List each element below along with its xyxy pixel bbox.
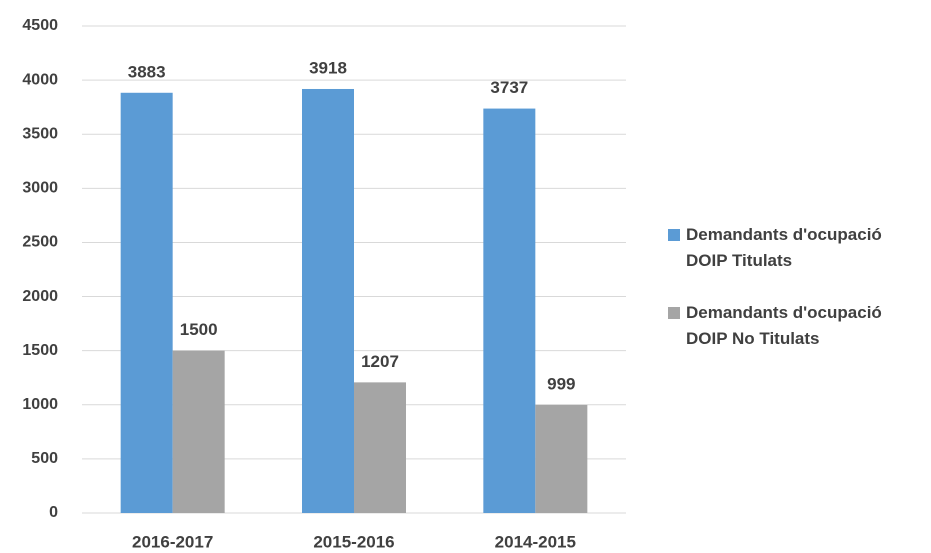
bar bbox=[120, 92, 173, 514]
value-label: 999 bbox=[547, 374, 575, 393]
y-tick-label: 0 bbox=[49, 504, 58, 521]
y-tick-label: 1000 bbox=[22, 396, 58, 413]
legend-label: Demandants d'ocupació DOIP Titulats bbox=[686, 225, 882, 270]
bar bbox=[354, 382, 406, 513]
y-tick-label: 2500 bbox=[22, 234, 58, 251]
value-label: 3737 bbox=[490, 78, 528, 97]
x-tick-label: 2016-2017 bbox=[132, 532, 213, 551]
y-tick-label: 1500 bbox=[22, 342, 58, 359]
y-tick-label: 4000 bbox=[22, 71, 58, 88]
y-tick-label: 3500 bbox=[22, 125, 58, 142]
legend-item: Demandants d'ocupació DOIP Titulats bbox=[668, 222, 918, 274]
legend-item: Demandants d'ocupació DOIP No Titulats bbox=[668, 300, 918, 352]
x-tick-label: 2014-2015 bbox=[495, 532, 576, 551]
value-label: 3883 bbox=[128, 62, 166, 81]
y-tick-label: 3000 bbox=[22, 180, 58, 197]
x-tick-label: 2015-2016 bbox=[313, 532, 394, 551]
y-tick-label: 4500 bbox=[22, 17, 58, 34]
bar bbox=[172, 350, 225, 513]
bar bbox=[302, 88, 354, 513]
value-label: 1207 bbox=[361, 352, 399, 371]
legend-label: Demandants d'ocupació DOIP No Titulats bbox=[686, 303, 882, 348]
value-label: 1500 bbox=[180, 320, 218, 339]
legend-swatch bbox=[668, 229, 680, 241]
value-label: 3918 bbox=[309, 58, 347, 77]
y-tick-label: 500 bbox=[31, 450, 58, 467]
y-tick-label: 2000 bbox=[22, 288, 58, 305]
bar bbox=[535, 404, 588, 513]
legend-swatch bbox=[668, 307, 680, 319]
bar bbox=[483, 108, 536, 514]
